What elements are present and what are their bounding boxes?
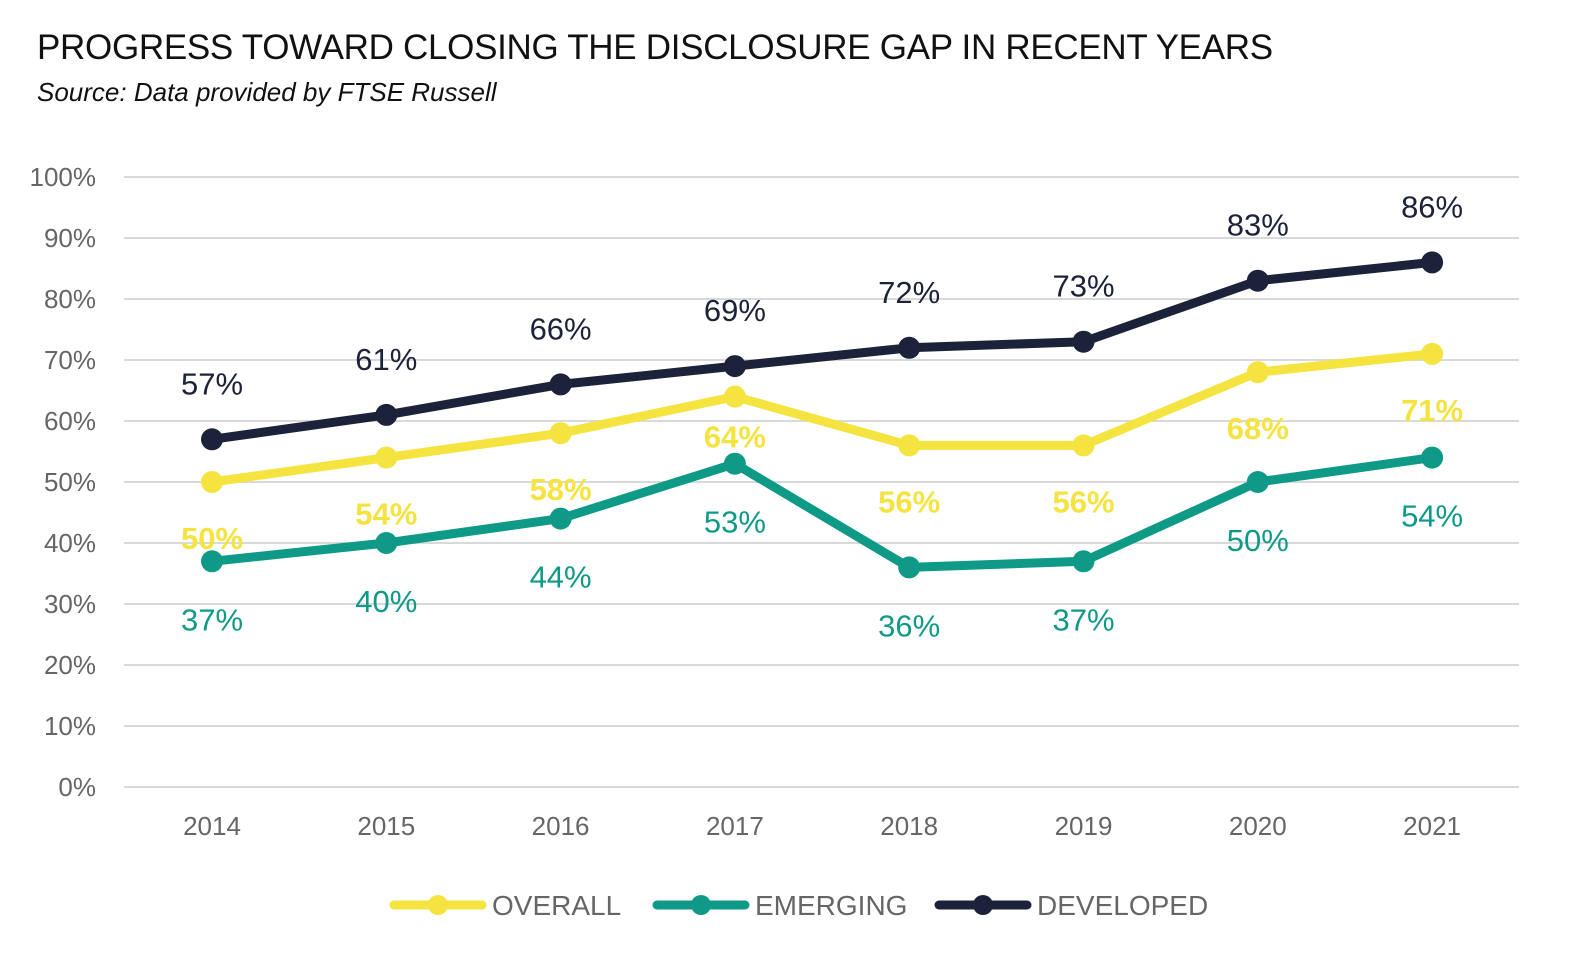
data-point-developed	[898, 336, 921, 359]
data-label-overall: 68%	[1227, 411, 1289, 446]
gridlines	[124, 176, 1519, 788]
data-label-overall: 50%	[181, 521, 243, 556]
data-point-developed	[201, 428, 223, 451]
data-label-developed: 66%	[530, 311, 592, 346]
data-point-emerging	[201, 550, 223, 573]
y-tick-label: 10%	[44, 711, 96, 741]
series-line-emerging	[207, 453, 1437, 572]
data-label-emerging: 50%	[1227, 523, 1289, 558]
legend-label-overall: OVERALL	[492, 890, 621, 921]
x-axis: 2014 2015 2016 2017 2018 2019 2020 2021	[183, 811, 1461, 841]
data-point-overall	[1246, 361, 1269, 384]
y-tick-label: 80%	[44, 284, 96, 314]
data-point-emerging	[723, 452, 746, 475]
x-tick-label: 2017	[706, 811, 764, 841]
data-point-developed	[1072, 330, 1095, 353]
data-label-overall: 56%	[878, 484, 940, 519]
data-point-emerging	[1421, 446, 1444, 469]
data-label-overall: 58%	[530, 472, 592, 507]
y-tick-label: 30%	[44, 589, 96, 619]
legend-marker-overall	[428, 895, 448, 915]
x-tick-label: 2021	[1403, 811, 1461, 841]
y-tick-label: 20%	[44, 650, 96, 680]
y-tick-label: 40%	[44, 528, 96, 558]
data-label-developed: 61%	[355, 342, 417, 377]
y-tick-label: 50%	[44, 467, 96, 497]
data-point-overall	[898, 434, 921, 457]
data-point-emerging	[1246, 471, 1269, 493]
legend-marker-emerging	[691, 895, 711, 915]
series-lines	[201, 251, 1444, 579]
data-label-emerging: 40%	[355, 584, 417, 619]
legend: OVERALL EMERGING DEVELOPED	[389, 890, 1208, 921]
data-label-developed: 72%	[878, 275, 940, 310]
y-tick-label: 90%	[44, 223, 96, 253]
data-label-developed: 73%	[1052, 269, 1114, 304]
x-tick-label: 2016	[532, 811, 590, 841]
data-point-emerging	[898, 556, 921, 579]
chart-subtitle: Source: Data provided by FTSE Russell	[37, 77, 497, 107]
legend-marker-developed	[973, 895, 993, 915]
x-tick-label: 2014	[183, 811, 241, 841]
data-point-developed	[375, 403, 398, 426]
data-point-overall	[1421, 342, 1444, 365]
data-label-emerging: 36%	[878, 608, 940, 643]
data-point-developed	[1421, 251, 1444, 274]
y-tick-label: 70%	[44, 345, 96, 375]
data-point-overall	[375, 446, 398, 469]
data-point-overall	[723, 385, 746, 408]
x-tick-label: 2020	[1229, 811, 1287, 841]
legend-label-emerging: EMERGING	[755, 890, 907, 921]
data-label-overall: 56%	[1052, 484, 1114, 519]
x-tick-label: 2019	[1055, 811, 1113, 841]
y-tick-label: 60%	[44, 406, 96, 436]
data-point-emerging	[375, 532, 398, 554]
data-label-emerging: 37%	[181, 602, 243, 637]
data-label-overall: 71%	[1401, 393, 1463, 428]
y-tick-label: 100%	[30, 162, 97, 192]
data-point-emerging	[1072, 550, 1095, 573]
data-label-emerging: 44%	[530, 560, 592, 595]
data-point-overall	[1072, 434, 1095, 457]
data-label-emerging: 54%	[1401, 499, 1463, 534]
data-label-emerging: 37%	[1052, 602, 1114, 637]
data-label-developed: 83%	[1227, 208, 1289, 243]
data-point-developed	[1246, 269, 1269, 292]
chart-title: PROGRESS TOWARD CLOSING THE DISCLOSURE G…	[37, 28, 1273, 67]
x-tick-label: 2018	[880, 811, 938, 841]
data-point-overall	[201, 471, 223, 493]
data-label-developed: 57%	[181, 366, 243, 401]
data-label-emerging: 53%	[704, 505, 766, 540]
data-label-developed: 86%	[1401, 189, 1463, 224]
y-tick-label: 0%	[58, 772, 96, 802]
data-point-overall	[549, 422, 572, 445]
legend-label-developed: DEVELOPED	[1037, 890, 1208, 921]
data-point-emerging	[549, 507, 572, 530]
y-axis: 0% 10% 20% 30% 40% 50% 60% 70% 80% 90% 100%	[30, 162, 97, 802]
data-labels: 50% 54% 58% 64% 56% 56% 68% 71% 37% 40% 44% 53% 36% 3…	[181, 189, 1463, 643]
x-tick-label: 2015	[357, 811, 415, 841]
series-line-overall	[207, 349, 1437, 487]
series-line-developed	[207, 257, 1437, 444]
data-point-developed	[549, 373, 572, 396]
data-label-developed: 69%	[704, 293, 766, 328]
data-label-overall: 64%	[704, 420, 766, 455]
data-label-overall: 54%	[355, 497, 417, 532]
data-point-developed	[723, 355, 746, 378]
